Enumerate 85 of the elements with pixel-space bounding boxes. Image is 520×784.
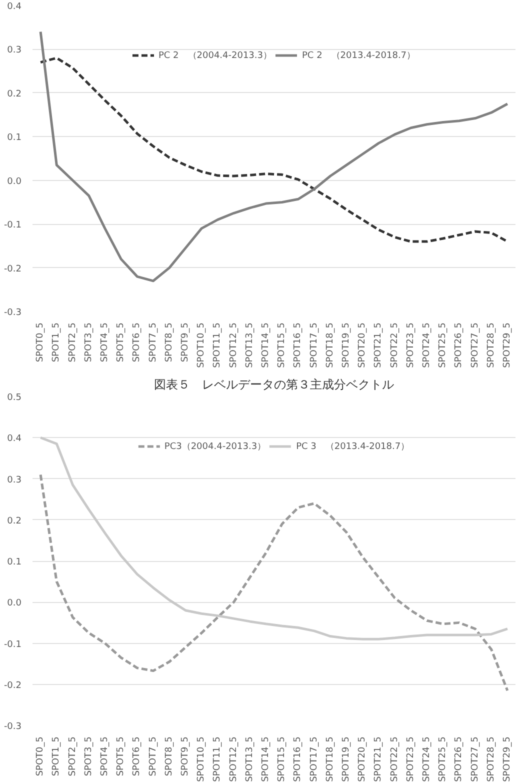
x-tick-label: SPOT19_5 bbox=[341, 322, 352, 368]
x-tick-label: SPOT29_5 bbox=[502, 736, 512, 782]
x-tick-label: SPOT22_5 bbox=[390, 736, 400, 782]
x-tick-label: SPOT5_5 bbox=[116, 322, 126, 362]
x-tick-label: SPOT16_5 bbox=[293, 322, 304, 368]
x-tick-label: SPOT14_5 bbox=[260, 736, 271, 782]
x-tick-label: SPOT23_5 bbox=[406, 736, 416, 782]
x-tick-label: SPOT22_5 bbox=[390, 322, 400, 368]
x-tick-label: SPOT8_5 bbox=[164, 736, 174, 776]
x-tick-label: SPOT13_5 bbox=[244, 322, 255, 368]
legend-label: PC 2 （2004.4-2013.3） bbox=[158, 50, 272, 62]
x-tick-label: SPOT17_5 bbox=[309, 322, 320, 368]
x-tick-label: SPOT0_5 bbox=[36, 322, 46, 362]
y-tick-label: 0.2 bbox=[7, 516, 22, 526]
y-tick-label: 0.1 bbox=[7, 133, 22, 144]
x-tick-label: SPOT19_5 bbox=[341, 736, 352, 782]
line-series bbox=[39, 436, 509, 640]
x-tick-label: SPOT6_5 bbox=[132, 736, 142, 776]
x-tick-label: SPOT28_5 bbox=[486, 322, 496, 368]
x-tick-label: SPOT7_5 bbox=[148, 322, 158, 362]
x-tick-label: SPOT15_5 bbox=[277, 736, 288, 782]
x-tick-label: SPOT28_5 bbox=[486, 736, 496, 782]
x-tick-label: SPOT20_5 bbox=[358, 736, 368, 782]
y-tick-label: 0.1 bbox=[7, 558, 22, 568]
y-tick-label: 0.4 bbox=[7, 434, 22, 444]
chart-title: 図表５ レベルデータの第３主成分ベクトル bbox=[154, 378, 394, 392]
x-tick-label: SPOT24_5 bbox=[422, 322, 432, 368]
x-tick-label: SPOT18_5 bbox=[325, 322, 336, 368]
y-tick-label: 0.3 bbox=[7, 46, 22, 56]
x-tick-label: SPOT20_5 bbox=[358, 322, 368, 368]
x-tick-label: SPOT3_5 bbox=[84, 736, 94, 776]
x-tick-label: SPOT24_5 bbox=[422, 736, 432, 782]
x-tick-label: SPOT4_5 bbox=[100, 736, 110, 776]
x-tick-label: SPOT25_5 bbox=[438, 736, 448, 782]
legend-label: PC3（2004.4-2013.3） bbox=[164, 440, 266, 452]
x-tick-label: SPOT21_5 bbox=[374, 322, 384, 368]
y-tick-label: 0.5 bbox=[7, 393, 22, 403]
x-tick-label: SPOT2_5 bbox=[68, 736, 78, 776]
x-tick-label: SPOT11_5 bbox=[212, 736, 223, 782]
x-tick-label: SPOT17_5 bbox=[309, 736, 320, 782]
y-tick-label: 0.4 bbox=[7, 2, 22, 12]
y-tick-label: -0.2 bbox=[4, 680, 22, 691]
y-tick-label: 0.0 bbox=[7, 176, 22, 187]
x-tick-label: SPOT25_5 bbox=[438, 322, 448, 368]
x-tick-label: SPOT1_5 bbox=[52, 736, 62, 776]
x-tick-label: SPOT4_5 bbox=[100, 322, 110, 362]
x-tick-label: SPOT9_5 bbox=[180, 736, 190, 776]
x-tick-label: SPOT27_5 bbox=[470, 322, 480, 368]
x-tick-label: SPOT23_5 bbox=[406, 322, 416, 368]
x-tick-label: SPOT29_5 bbox=[502, 322, 512, 368]
x-tick-label: SPOT0_5 bbox=[36, 736, 46, 776]
x-tick-label: SPOT16_5 bbox=[293, 736, 304, 782]
line-series bbox=[39, 30, 509, 282]
x-tick-label: SPOT18_5 bbox=[325, 736, 336, 782]
y-tick-label: -0.3 bbox=[4, 308, 22, 318]
x-tick-label: SPOT8_5 bbox=[164, 322, 174, 362]
x-tick-label: SPOT6_5 bbox=[132, 322, 142, 362]
x-tick-label: SPOT5_5 bbox=[116, 736, 126, 776]
y-tick-label: -0.2 bbox=[4, 264, 22, 274]
y-tick-label: 0.3 bbox=[7, 475, 22, 486]
x-tick-label: SPOT12_5 bbox=[228, 322, 239, 368]
x-tick-label: SPOT14_5 bbox=[260, 322, 271, 368]
x-tick-label: SPOT7_5 bbox=[148, 736, 158, 776]
x-tick-label: SPOT21_5 bbox=[374, 736, 384, 782]
x-tick-label: SPOT10_5 bbox=[196, 736, 207, 782]
y-tick-label: -0.1 bbox=[4, 640, 22, 650]
x-tick-label: SPOT3_5 bbox=[84, 322, 94, 362]
x-tick-label: SPOT2_5 bbox=[68, 322, 78, 362]
y-tick-label: 0.2 bbox=[7, 89, 22, 100]
y-tick-label: -0.1 bbox=[4, 220, 22, 231]
y-tick-label: 0.0 bbox=[7, 598, 22, 609]
x-tick-label: SPOT26_5 bbox=[454, 322, 464, 368]
x-tick-label: SPOT26_5 bbox=[454, 736, 464, 782]
legend-label: PC 2 （2013.4-2018.7） bbox=[302, 50, 416, 62]
x-tick-label: SPOT12_5 bbox=[228, 736, 239, 782]
x-tick-label: SPOT11_5 bbox=[212, 322, 223, 368]
x-tick-label: SPOT10_5 bbox=[196, 322, 207, 368]
x-tick-label: SPOT15_5 bbox=[277, 322, 288, 368]
x-tick-label: SPOT27_5 bbox=[470, 736, 480, 782]
legend-label: PC 3 （2013.4-2018.7） bbox=[296, 440, 410, 452]
x-tick-label: SPOT9_5 bbox=[180, 322, 190, 362]
x-tick-label: SPOT1_5 bbox=[52, 322, 62, 362]
y-tick-label: -0.3 bbox=[4, 722, 22, 732]
line-series bbox=[39, 473, 509, 692]
x-tick-label: SPOT13_5 bbox=[244, 736, 255, 782]
